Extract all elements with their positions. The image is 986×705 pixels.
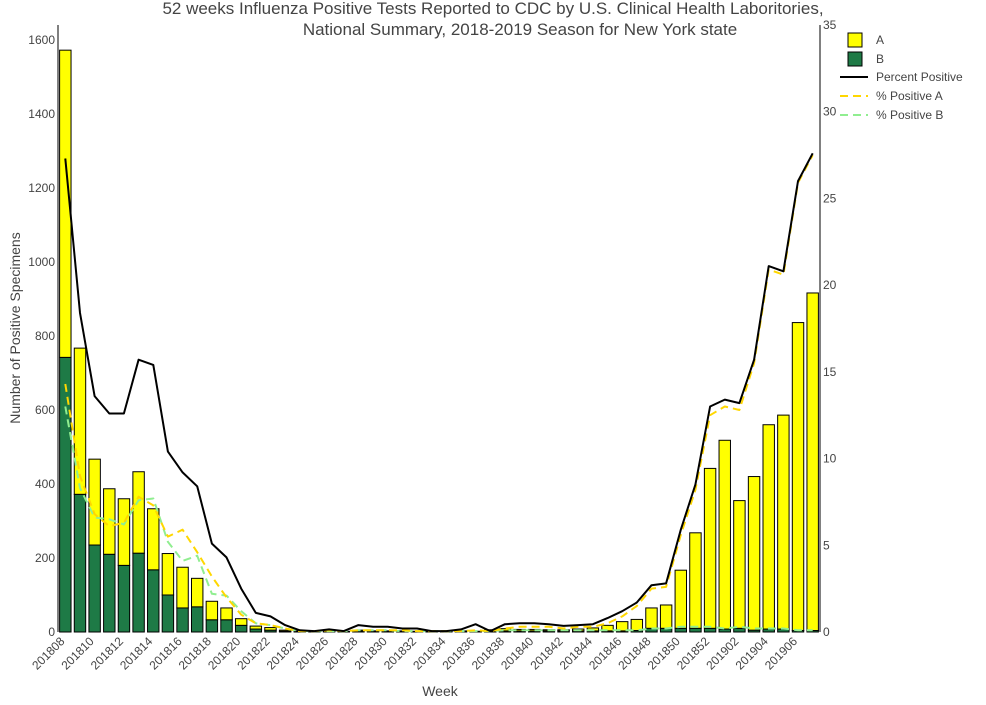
y2-tick-label: 20 [823, 278, 837, 292]
legend-label-pct-a: % Positive A [876, 89, 943, 103]
y-tick-label: 800 [35, 329, 55, 343]
bar-a [675, 570, 686, 628]
y-tick-label: 1400 [28, 107, 55, 121]
bar-a [265, 628, 276, 631]
chart-title-line-2: National Summary, 2018-2019 Season for N… [303, 20, 737, 39]
bar-b [118, 565, 129, 632]
bar-a [191, 578, 202, 606]
y-tick-label: 1200 [28, 181, 55, 195]
bar-a [74, 348, 85, 494]
bar-layer [60, 50, 819, 632]
bar-a [133, 472, 144, 553]
y2-tick-label: 35 [823, 18, 837, 32]
bar-a [646, 608, 657, 628]
bar-a [734, 501, 745, 629]
legend-label-pct-b: % Positive B [876, 108, 943, 122]
bar-a [748, 477, 759, 631]
bar-b [104, 554, 115, 632]
bar-b [89, 545, 100, 632]
bar-a [778, 415, 789, 629]
bar-a [148, 509, 159, 570]
x-tick-label: 201906 [762, 634, 800, 672]
legend-swatch-a[interactable] [848, 33, 862, 47]
bar-b [191, 607, 202, 632]
bar-a [807, 293, 818, 631]
y-tick-label: 200 [35, 551, 55, 565]
bar-a [690, 533, 701, 628]
y-tick-label: 400 [35, 477, 55, 491]
legend-label-percent-positive: Percent Positive [876, 70, 963, 84]
x-axis-label: Week [422, 683, 459, 699]
bar-a [704, 468, 715, 628]
bar-b [704, 628, 715, 632]
bar-a [162, 554, 173, 595]
bar-b [133, 553, 144, 632]
bar-a [279, 630, 290, 631]
bar-a [792, 323, 803, 631]
y-tick-label: 1600 [28, 33, 55, 47]
bar-b [690, 628, 701, 632]
y-axis-label: Number of Positive Specimens [7, 232, 23, 423]
y2-tick-label: 25 [823, 191, 837, 205]
bar-b [221, 620, 232, 632]
legend: A B Percent Positive % Positive A % Posi… [840, 33, 963, 122]
bar-b [162, 595, 173, 632]
bar-a [660, 605, 671, 628]
bar-b [74, 494, 85, 632]
bar-b [206, 620, 217, 632]
y-tick-label: 600 [35, 403, 55, 417]
chart-title-line-1: 52 weeks Influenza Positive Tests Report… [162, 0, 823, 18]
bar-b [177, 608, 188, 632]
bar-a [118, 499, 129, 566]
bar-a [206, 601, 217, 620]
bar-b [734, 628, 745, 632]
bar-b [675, 628, 686, 632]
y-tick-label: 1000 [28, 255, 55, 269]
bar-a [235, 619, 246, 626]
bar-b [60, 357, 71, 632]
y2-tick-label: 5 [823, 538, 830, 552]
bar-a [250, 626, 261, 629]
y2-tick-label: 15 [823, 365, 837, 379]
y2-tick-label: 10 [823, 452, 837, 466]
legend-label-b: B [876, 52, 884, 66]
legend-label-a: A [876, 33, 884, 47]
y2-tick-label: 30 [823, 105, 837, 119]
legend-swatch-b[interactable] [848, 52, 862, 66]
bar-a [719, 440, 730, 629]
bar-b [148, 570, 159, 632]
bar-a [221, 608, 232, 620]
y2-tick-label: 0 [823, 625, 830, 639]
bar-a [177, 567, 188, 608]
bar-b [235, 625, 246, 632]
bar-a [763, 425, 774, 629]
